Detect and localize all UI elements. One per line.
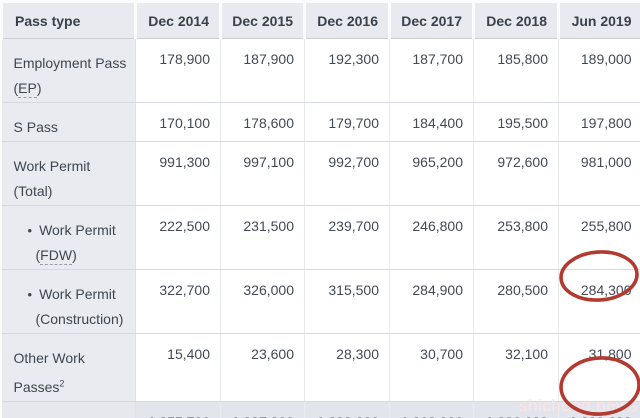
row-label: Other Work Passes2 <box>1 333 136 402</box>
column-header-label: Dec 2015 <box>232 12 293 29</box>
row-label: Work Permit (Total) <box>1 141 136 206</box>
value-cell: 280,500 <box>473 269 559 334</box>
table-row: • Work Permit (FDW) 222,500 231,500 239,700 24… <box>1 205 640 270</box>
value-cell: 231,500 <box>220 205 305 270</box>
value-cell: 222,500 <box>135 205 221 270</box>
value-cell: 15,400 <box>135 333 221 402</box>
row-label: • Work Permit (FDW) <box>1 205 136 270</box>
table-row: S Pass 170,100 178,600 179,700 184,400 195,50… <box>1 102 640 142</box>
row-label-line2: (Total) <box>13 183 53 199</box>
value-cell: 284,900 <box>389 269 474 334</box>
row-label: S Pass <box>1 102 136 142</box>
date-column-header: Dec 2017 <box>388 0 474 39</box>
value-cell: 197,800 <box>558 102 640 142</box>
row-label-line1: Other Work <box>13 350 85 366</box>
value-cell: 1,387,300 <box>220 401 305 418</box>
row-label-line1: Work Permit <box>13 158 91 174</box>
value-cell: 997,100 <box>220 141 305 206</box>
value-cell: 178,600 <box>220 102 305 142</box>
row-label-line1: S Pass <box>13 119 58 135</box>
date-column-header: Dec 2016 <box>303 0 390 39</box>
bullet-icon: • <box>27 223 33 238</box>
value-cell: 1,355,700 <box>135 401 221 418</box>
value-cell: 178,900 <box>135 38 221 103</box>
row-label: • Work Permit (Construction) <box>1 269 136 334</box>
footnote-marker: 2 <box>59 378 65 388</box>
row-label-line2: (FDW) <box>35 247 77 265</box>
column-header-label: Dec 2016 <box>317 12 378 29</box>
value-cell: 1,368,000 <box>389 401 474 418</box>
value-cell: 972,600 <box>473 141 559 206</box>
value-cell: 192,300 <box>304 38 390 103</box>
value-cell: 315,500 <box>304 269 390 334</box>
row-label: Total ForeignWorkforce <box>1 401 136 418</box>
value-cell: 992,700 <box>304 141 390 206</box>
value-cell: 322,700 <box>135 269 221 334</box>
value-cell: 284,300 <box>558 269 640 334</box>
date-column-header: Dec 2018 <box>472 0 559 39</box>
row-label: Employment Pass (EP) <box>1 38 136 103</box>
value-cell: 28,300 <box>304 333 390 402</box>
value-cell: 187,700 <box>389 38 474 103</box>
row-label-line2: Passes2 <box>13 378 65 395</box>
value-cell: 239,700 <box>304 205 390 270</box>
column-header-label: Dec 2018 <box>486 12 547 29</box>
value-cell: 1,386,000 <box>473 401 559 418</box>
table-body: Employment Pass (EP) 178,900 187,900 192,300… <box>1 38 640 418</box>
table-row: • Work Permit (Construction) 322,700 326,000… <box>1 269 640 334</box>
value-cell: 179,700 <box>304 102 390 142</box>
value-cell: 31,800 <box>558 333 640 402</box>
column-header-label: Jun 2019 <box>571 12 632 29</box>
bullet-icon: • <box>27 287 33 302</box>
header-row: Pass type Dec 2014 Dec 2015 Dec 2016 Dec 201… <box>0 0 640 39</box>
value-cell: 991,300 <box>135 141 221 206</box>
value-cell: 253,800 <box>473 205 559 270</box>
table-row: Employment Pass (EP) 178,900 187,900 192,300… <box>1 38 640 103</box>
value-cell: 184,400 <box>389 102 474 142</box>
value-cell: 185,800 <box>473 38 559 103</box>
value-cell: 1,393,000 <box>304 401 390 418</box>
row-label-line1: Employment Pass <box>13 55 127 71</box>
row-label-line2: (EP) <box>13 80 42 98</box>
value-cell: 187,900 <box>220 38 305 103</box>
date-column-header: Dec 2015 <box>219 0 305 39</box>
date-column-header: Jun 2019 <box>557 0 640 39</box>
row-label-line1: Work Permit <box>39 286 116 302</box>
value-cell: 32,100 <box>473 333 559 402</box>
table-row: Other Work Passes2 15,400 23,600 28,300 30,70… <box>1 333 640 402</box>
value-cell: 981,000 <box>558 141 640 206</box>
value-cell: 326,000 <box>220 269 305 334</box>
date-column-header: Dec 2014 <box>134 0 221 39</box>
value-cell: 23,600 <box>220 333 305 402</box>
value-cell: 189,000 <box>558 38 640 103</box>
value-cell: 30,700 <box>389 333 474 402</box>
column-header-label: Pass type <box>15 12 81 29</box>
value-cell: 170,100 <box>135 102 221 142</box>
row-label-line1: Work Permit <box>39 222 116 238</box>
abbreviation: EP <box>18 80 37 98</box>
row-label-line2: (Construction) <box>35 311 124 327</box>
value-cell: 965,200 <box>389 141 474 206</box>
watermark: shicheng.news <box>519 396 638 415</box>
column-header-label: Dec 2017 <box>401 12 462 29</box>
value-cell: 255,800 <box>558 205 640 270</box>
column-header-label: Dec 2014 <box>148 12 209 29</box>
pass-type-column-header: Pass type <box>0 0 136 39</box>
table-row: Work Permit (Total) 991,300 997,100 992,700 9… <box>1 141 640 206</box>
value-cell: 195,500 <box>473 102 559 142</box>
abbreviation: FDW <box>40 247 73 265</box>
value-cell: 246,800 <box>389 205 474 270</box>
